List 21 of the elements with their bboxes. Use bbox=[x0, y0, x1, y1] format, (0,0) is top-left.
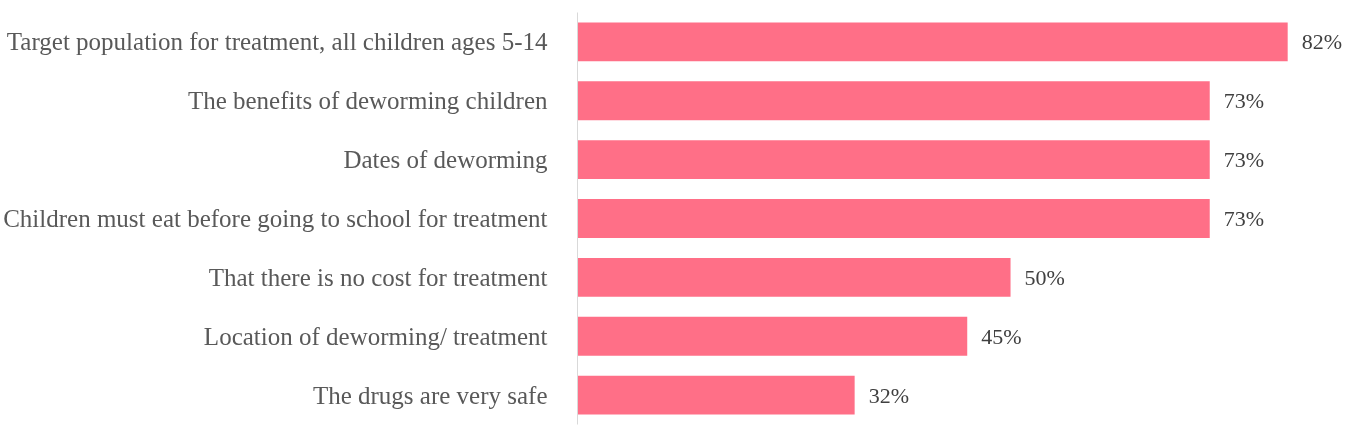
bar bbox=[577, 81, 1210, 121]
y-tick-label: Location of deworming/ treatment bbox=[203, 322, 548, 350]
bar bbox=[577, 199, 1210, 238]
data-label: 73% bbox=[1223, 206, 1265, 231]
y-tick-label: That there is no cost for treatment bbox=[208, 263, 548, 291]
data-label: 50% bbox=[1024, 264, 1065, 290]
data-label: 32% bbox=[868, 382, 909, 408]
y-tick-label: The drugs are very safe bbox=[312, 381, 548, 409]
data-label: 73% bbox=[1223, 88, 1265, 114]
bar bbox=[577, 316, 968, 356]
y-tick-label: Target population for treatment, all children ages 5-14 bbox=[6, 28, 548, 56]
data-label: 45% bbox=[981, 323, 1022, 349]
y-tick-label: Dates of deworming bbox=[343, 146, 548, 174]
data-label: 73% bbox=[1223, 147, 1265, 173]
data-label: 82% bbox=[1301, 29, 1343, 55]
bar bbox=[577, 257, 1011, 297]
bar bbox=[577, 140, 1210, 180]
bar bbox=[577, 22, 1288, 62]
bar bbox=[577, 375, 855, 415]
y-tick-label: Children must eat before going to school for treatment bbox=[3, 205, 548, 232]
y-tick-label: The benefits of deworming children bbox=[187, 87, 548, 115]
